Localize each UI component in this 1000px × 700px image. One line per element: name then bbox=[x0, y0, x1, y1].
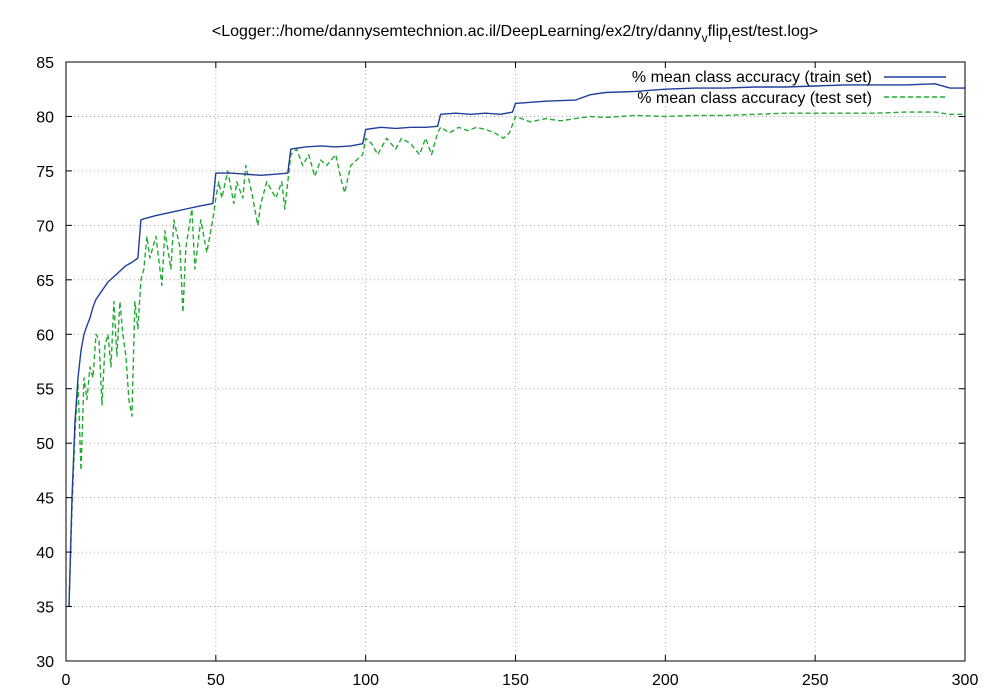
plot-frame bbox=[65, 61, 966, 662]
series-line-test bbox=[68, 111, 965, 607]
y-tick-label: 45 bbox=[36, 491, 54, 508]
x-tick-label: 150 bbox=[502, 672, 529, 689]
grid bbox=[66, 62, 965, 661]
chart-title: <Logger::/home/dannysemtechnion.ac.il/De… bbox=[212, 23, 818, 45]
legend: % mean class accuracy (train set) % mean… bbox=[632, 69, 946, 107]
y-tick-label: 55 bbox=[36, 382, 54, 399]
tick-labels: 0 50 100 150 200 250 300 30 35 40 45 50 55 60 65 70 75 80… bbox=[36, 55, 978, 689]
title-mid: flip bbox=[708, 23, 729, 40]
title-sub2: t bbox=[728, 31, 732, 45]
x-tick-label: 250 bbox=[802, 672, 829, 689]
title-post: est/test.log> bbox=[731, 23, 818, 40]
y-tick-label: 80 bbox=[36, 109, 54, 126]
y-tick-label: 65 bbox=[36, 273, 54, 290]
title-pre: <Logger::/home/dannysemtechnion.ac.il/De… bbox=[212, 23, 702, 40]
y-tick-label: 75 bbox=[36, 164, 54, 181]
x-tick-label: 100 bbox=[352, 672, 379, 689]
x-tick-label: 300 bbox=[952, 672, 979, 689]
y-tick-label: 35 bbox=[36, 600, 54, 617]
x-tick-label: 200 bbox=[652, 672, 679, 689]
y-tick-label: 30 bbox=[36, 654, 54, 671]
y-tick-label: 40 bbox=[36, 545, 54, 562]
y-tick-label: 50 bbox=[36, 436, 54, 453]
x-tick-label: 50 bbox=[207, 672, 225, 689]
series-layer bbox=[68, 83, 965, 607]
y-tick-label: 85 bbox=[36, 55, 54, 72]
x-tick-label: 0 bbox=[62, 672, 71, 689]
title-sub1: v bbox=[702, 31, 708, 45]
y-tick-label: 60 bbox=[36, 327, 54, 344]
series-line-train bbox=[68, 83, 965, 607]
ticks bbox=[65, 61, 966, 662]
legend-label-train: % mean class accuracy (train set) bbox=[632, 69, 872, 86]
y-tick-label: 70 bbox=[36, 218, 54, 235]
legend-label-test: % mean class accuracy (test set) bbox=[637, 90, 872, 107]
